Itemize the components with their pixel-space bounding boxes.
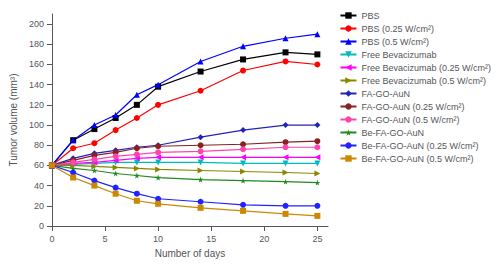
svg-text:FA-GO-AuN: FA-GO-AuN bbox=[361, 89, 410, 99]
svg-text:80: 80 bbox=[34, 140, 44, 150]
svg-text:15: 15 bbox=[206, 234, 216, 244]
svg-text:Be-FA-GO-AuN: Be-FA-GO-AuN bbox=[361, 128, 424, 138]
svg-text:20: 20 bbox=[259, 234, 269, 244]
svg-text:FA-GO-AuN (0.25 W/cm²): FA-GO-AuN (0.25 W/cm²) bbox=[361, 102, 464, 112]
svg-text:100: 100 bbox=[29, 120, 44, 130]
svg-text:10: 10 bbox=[153, 234, 163, 244]
svg-text:160: 160 bbox=[29, 59, 44, 69]
svg-text:Tumor volume (mm³): Tumor volume (mm³) bbox=[8, 74, 19, 167]
svg-text:200: 200 bbox=[29, 19, 44, 29]
svg-text:Be-FA-GO-AuN (0.25 W/cm²): Be-FA-GO-AuN (0.25 W/cm²) bbox=[361, 141, 478, 151]
svg-text:140: 140 bbox=[29, 80, 44, 90]
svg-text:Free Bevacizumab: Free Bevacizumab bbox=[361, 50, 436, 60]
svg-text:Free Bevacizumab (0.5 W/cm²): Free Bevacizumab (0.5 W/cm²) bbox=[361, 76, 486, 86]
svg-text:120: 120 bbox=[29, 100, 44, 110]
svg-text:25: 25 bbox=[312, 234, 322, 244]
svg-text:PBS: PBS bbox=[361, 11, 379, 21]
svg-text:40: 40 bbox=[34, 181, 44, 191]
svg-text:Number of days: Number of days bbox=[155, 248, 226, 259]
svg-text:Be-FA-GO-AuN (0.5 W/cm²): Be-FA-GO-AuN (0.5 W/cm²) bbox=[361, 154, 473, 164]
svg-text:0: 0 bbox=[49, 234, 54, 244]
svg-text:0: 0 bbox=[39, 221, 44, 231]
svg-text:180: 180 bbox=[29, 39, 44, 49]
svg-text:FA-GO-AuN (0.5 W/cm²): FA-GO-AuN (0.5 W/cm²) bbox=[361, 115, 459, 125]
svg-text:5: 5 bbox=[103, 234, 108, 244]
svg-text:PBS (0.25 W/cm²): PBS (0.25 W/cm²) bbox=[361, 24, 434, 34]
svg-text:Free Bevacizumab (0.25 W/cm²): Free Bevacizumab (0.25 W/cm²) bbox=[361, 63, 491, 73]
svg-text:60: 60 bbox=[34, 160, 44, 170]
svg-text:PBS (0.5 W/cm²): PBS (0.5 W/cm²) bbox=[361, 37, 429, 47]
svg-text:20: 20 bbox=[34, 201, 44, 211]
